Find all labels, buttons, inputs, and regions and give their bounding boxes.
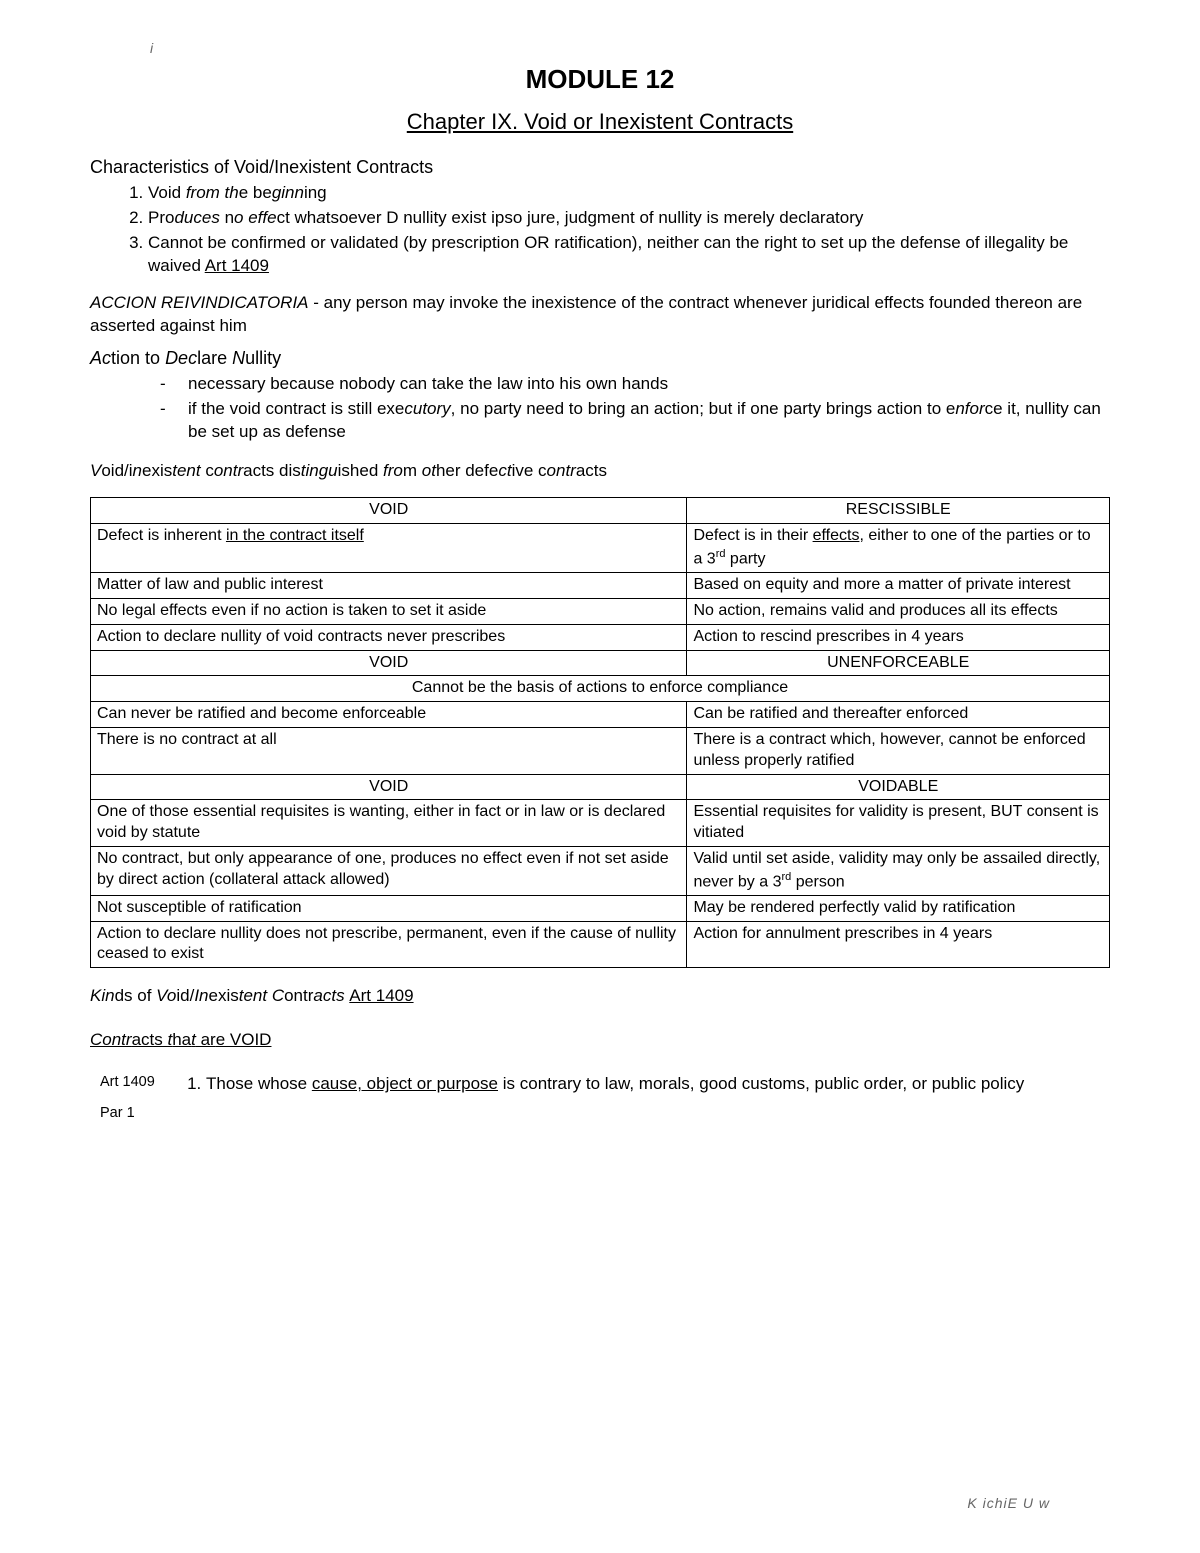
table-cell: There is a contract which, however, cann…	[687, 727, 1110, 774]
table-row: Matter of law and public interest Based …	[91, 573, 1110, 599]
table-row: Not susceptible of ratification May be r…	[91, 895, 1110, 921]
table-cell: Action to rescind prescribes in 4 years	[687, 624, 1110, 650]
void-contracts-heading: Contracts that are VOID	[90, 1030, 1110, 1050]
table-cell: One of those essential requisites is wan…	[91, 800, 687, 847]
table-header: RESCISSIBLE	[687, 498, 1110, 524]
list-item: if the void contract is still executory,…	[160, 398, 1110, 444]
table-cell: Can never be ratified and become enforce…	[91, 702, 687, 728]
table-cell: Action to declare nullity does not presc…	[91, 921, 687, 968]
table-row: Action to declare nullity does not presc…	[91, 921, 1110, 968]
table-cell: Action for annulment prescribes in 4 yea…	[687, 921, 1110, 968]
table-row: Defect is inherent in the contract itsel…	[91, 524, 1110, 573]
characteristics-list: Void from the beginning Produces no effe…	[130, 182, 1110, 278]
table-row: Action to declare nullity of void contra…	[91, 624, 1110, 650]
table-row: Can never be ratified and become enforce…	[91, 702, 1110, 728]
list-item: Those whose cause, object or purpose is …	[206, 1072, 1110, 1096]
comparison-table: VOID RESCISSIBLE Defect is inherent in t…	[90, 497, 1110, 968]
table-cell: No contract, but only appearance of one,…	[91, 846, 687, 895]
article-reference: Art 1409 Par 1	[100, 1072, 180, 1133]
table-header: VOID	[91, 774, 687, 800]
table-row: VOID UNENFORCEABLE	[91, 650, 1110, 676]
list-item: necessary because nobody can take the la…	[160, 373, 1110, 396]
table-row: There is no contract at all There is a c…	[91, 727, 1110, 774]
list-item: Cannot be confirmed or validated (by pre…	[148, 232, 1110, 278]
table-row: VOID VOIDABLE	[91, 774, 1110, 800]
page-footer: K ichiE U w	[967, 1495, 1050, 1511]
table-row: One of those essential requisites is wan…	[91, 800, 1110, 847]
table-cell: Matter of law and public interest	[91, 573, 687, 599]
table-cell: Based on equity and more a matter of pri…	[687, 573, 1110, 599]
table-cell: Defect is in their effects, either to on…	[687, 524, 1110, 573]
table-cell: There is no contract at all	[91, 727, 687, 774]
table-cell: No legal effects even if no action is ta…	[91, 598, 687, 624]
action-list: necessary because nobody can take the la…	[160, 373, 1110, 444]
table-cell: Not susceptible of ratification	[91, 895, 687, 921]
table-header: UNENFORCEABLE	[687, 650, 1110, 676]
table-row: VOID RESCISSIBLE	[91, 498, 1110, 524]
top-mark: i	[150, 40, 1110, 56]
action-heading: Action to Declare Nullity	[90, 348, 1110, 369]
table-header: VOID	[91, 650, 687, 676]
table-header: VOIDABLE	[687, 774, 1110, 800]
table-cell: Cannot be the basis of actions to enforc…	[91, 676, 1110, 702]
list-item: Produces no effect whatsoever D nullity …	[148, 207, 1110, 230]
accion-paragraph: ACCION REIVINDICATORIA - any person may …	[90, 292, 1110, 338]
table-cell: No action, remains valid and produces al…	[687, 598, 1110, 624]
table-row: Cannot be the basis of actions to enforc…	[91, 676, 1110, 702]
article-content: Those whose cause, object or purpose is …	[180, 1072, 1110, 1133]
characteristics-heading: Characteristics of Void/Inexistent Contr…	[90, 157, 1110, 178]
document-page: i MODULE 12 Chapter IX. Void or Inexiste…	[0, 0, 1200, 1553]
table-cell: Essential requisites for validity is pre…	[687, 800, 1110, 847]
distinguished-heading: Void/inexistent contracts distinguished …	[90, 461, 1110, 481]
table-cell: Valid until set aside, validity may only…	[687, 846, 1110, 895]
list-item: Void from the beginning	[148, 182, 1110, 205]
table-cell: Defect is inherent in the contract itsel…	[91, 524, 687, 573]
module-title: MODULE 12	[90, 64, 1110, 95]
table-row: No legal effects even if no action is ta…	[91, 598, 1110, 624]
article-block: Art 1409 Par 1 Those whose cause, object…	[100, 1072, 1110, 1133]
table-cell: Action to declare nullity of void contra…	[91, 624, 687, 650]
table-row: No contract, but only appearance of one,…	[91, 846, 1110, 895]
kinds-heading: Kinds of Void/Inexistent Contracts Art 1…	[90, 986, 1110, 1006]
table-cell: May be rendered perfectly valid by ratif…	[687, 895, 1110, 921]
table-header: VOID	[91, 498, 687, 524]
table-cell: Can be ratified and thereafter enforced	[687, 702, 1110, 728]
chapter-title: Chapter IX. Void or Inexistent Contracts	[90, 109, 1110, 135]
